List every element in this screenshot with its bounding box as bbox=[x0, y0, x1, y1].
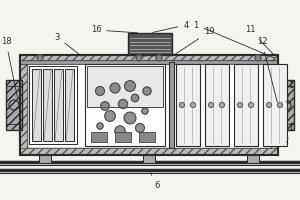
Circle shape bbox=[142, 108, 148, 114]
Circle shape bbox=[179, 102, 184, 108]
Circle shape bbox=[220, 102, 224, 108]
Circle shape bbox=[238, 102, 242, 108]
Circle shape bbox=[118, 99, 127, 109]
Bar bbox=[20, 55, 278, 155]
Text: 1: 1 bbox=[287, 80, 294, 102]
Circle shape bbox=[97, 123, 103, 129]
Circle shape bbox=[190, 102, 196, 108]
Bar bbox=[20, 62, 27, 148]
Bar bbox=[39, 155, 51, 163]
Circle shape bbox=[105, 111, 115, 121]
Bar bbox=[32, 69, 41, 141]
Circle shape bbox=[208, 102, 214, 108]
Circle shape bbox=[124, 112, 136, 124]
Text: 16: 16 bbox=[91, 25, 137, 34]
Circle shape bbox=[95, 87, 104, 95]
Bar bbox=[271, 62, 278, 148]
Bar bbox=[143, 155, 155, 163]
Bar bbox=[263, 64, 287, 146]
Circle shape bbox=[37, 55, 43, 61]
Circle shape bbox=[110, 83, 120, 93]
Bar bbox=[247, 155, 259, 163]
Circle shape bbox=[278, 102, 283, 108]
Bar bbox=[27, 62, 271, 148]
Circle shape bbox=[131, 94, 139, 102]
Circle shape bbox=[124, 81, 135, 91]
Bar bbox=[91, 132, 107, 142]
Bar bbox=[85, 64, 165, 146]
Text: 18: 18 bbox=[1, 38, 17, 97]
Circle shape bbox=[101, 102, 109, 110]
Text: 12: 12 bbox=[257, 38, 277, 102]
Circle shape bbox=[115, 126, 125, 136]
Bar bbox=[29, 66, 77, 144]
Text: 4: 4 bbox=[153, 21, 189, 32]
Text: 11: 11 bbox=[245, 25, 274, 55]
Bar bbox=[54, 69, 63, 141]
Text: 3: 3 bbox=[54, 32, 82, 56]
Circle shape bbox=[136, 55, 142, 61]
Bar bbox=[176, 64, 200, 146]
Bar bbox=[20, 60, 278, 64]
Bar bbox=[20, 148, 278, 155]
Bar bbox=[87, 66, 163, 107]
Bar bbox=[128, 33, 172, 55]
Text: 6: 6 bbox=[150, 172, 160, 190]
Bar bbox=[205, 64, 229, 146]
Bar bbox=[169, 62, 174, 148]
Text: 1: 1 bbox=[287, 123, 294, 142]
Circle shape bbox=[156, 55, 162, 61]
Circle shape bbox=[255, 55, 261, 61]
Text: 19: 19 bbox=[173, 27, 214, 55]
Circle shape bbox=[143, 87, 151, 95]
Text: 1: 1 bbox=[194, 21, 274, 58]
Bar bbox=[278, 80, 294, 130]
Bar bbox=[20, 55, 278, 62]
Circle shape bbox=[136, 123, 145, 133]
Circle shape bbox=[248, 102, 253, 108]
Bar bbox=[65, 69, 74, 141]
Bar bbox=[6, 80, 22, 130]
Bar bbox=[43, 69, 52, 141]
Bar bbox=[20, 55, 278, 155]
Bar bbox=[234, 64, 258, 146]
Circle shape bbox=[266, 102, 272, 108]
Bar bbox=[139, 132, 155, 142]
Bar bbox=[115, 132, 131, 142]
